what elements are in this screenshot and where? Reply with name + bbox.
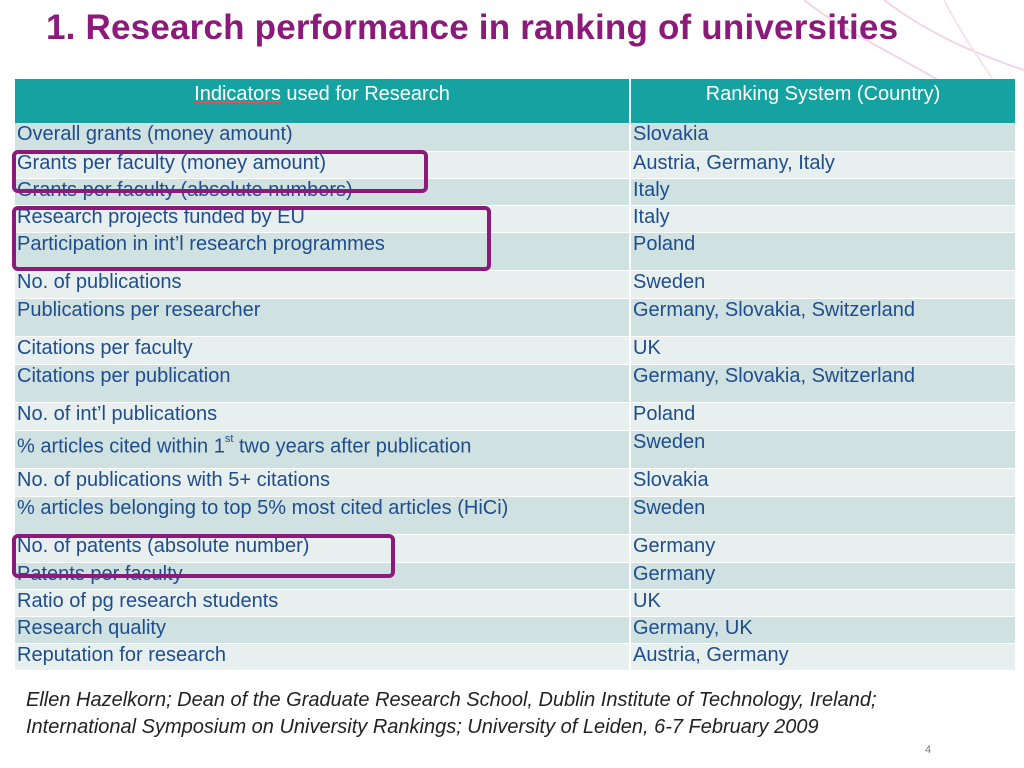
indicator-cell: Publications per researcher xyxy=(15,298,631,337)
indicator-cell: No. of int’l publications xyxy=(15,402,631,431)
country-cell: Poland xyxy=(630,402,1017,431)
country-cell: Germany, Slovakia, Switzerland xyxy=(630,298,1017,337)
indicator-cell: Research quality xyxy=(15,616,631,644)
table-row: Research quality Germany, UK xyxy=(15,616,1017,644)
table-row: Citations per faculty UK xyxy=(15,336,1017,365)
table-row: No. of patents (absolute number) Germany xyxy=(15,534,1017,563)
table-header-row: Indicators used for Research Ranking Sys… xyxy=(15,79,1017,123)
table-row: % articles cited within 1st two years af… xyxy=(15,430,1017,469)
country-cell: Italy xyxy=(630,205,1017,233)
country-cell: Germany xyxy=(630,534,1017,563)
indicator-cell: Patents per faculty xyxy=(15,562,631,590)
source-citation: Ellen Hazelkorn; Dean of the Graduate Re… xyxy=(26,689,877,738)
indicator-cell: No. of publications xyxy=(15,270,631,299)
table-row: Ratio of pg research students UK xyxy=(15,589,1017,617)
table-row: Citations per publication Germany, Slova… xyxy=(15,364,1017,403)
country-cell: Germany, UK xyxy=(630,616,1017,644)
indicator-cell: Citations per faculty xyxy=(15,336,631,365)
table-row: Publications per researcher Germany, Slo… xyxy=(15,298,1017,337)
country-cell: Germany, Slovakia, Switzerland xyxy=(630,364,1017,403)
country-cell: Poland xyxy=(630,232,1017,271)
table-row: Participation in int’l research programm… xyxy=(15,232,1017,271)
indicator-cell: Participation in int’l research programm… xyxy=(15,232,631,271)
indicator-text-post: two years after publication xyxy=(233,435,472,458)
country-cell: UK xyxy=(630,589,1017,617)
table-row: No. of int’l publications Poland xyxy=(15,402,1017,431)
table-row: Patents per faculty Germany xyxy=(15,562,1017,590)
indicator-superscript: st xyxy=(224,432,234,445)
indicator-cell: % articles cited within 1st two years af… xyxy=(15,430,631,469)
country-cell: Germany xyxy=(630,562,1017,590)
country-cell: Slovakia xyxy=(630,123,1017,152)
indicator-cell: Ratio of pg research students xyxy=(15,589,631,617)
research-indicators-table: Indicators used for Research Ranking Sys… xyxy=(15,79,1017,671)
header-indicators-underlined: Indicators xyxy=(194,83,281,105)
header-indicators: Indicators used for Research xyxy=(15,79,631,123)
slide-title: 1. Research performance in ranking of un… xyxy=(46,8,899,47)
indicator-cell: No. of publications with 5+ citations xyxy=(15,468,631,497)
country-cell: UK xyxy=(630,336,1017,365)
table-row: No. of publications Sweden xyxy=(15,270,1017,299)
table-row: No. of publications with 5+ citations Sl… xyxy=(15,468,1017,497)
indicator-cell: Citations per publication xyxy=(15,364,631,403)
country-cell: Austria, Germany xyxy=(630,643,1017,671)
table-row: Reputation for research Austria, Germany xyxy=(15,643,1017,671)
table-row: Grants per faculty (money amount) Austri… xyxy=(15,151,1017,179)
table-row: Grants per faculty (absolute numbers) It… xyxy=(15,178,1017,206)
page-number: 4 xyxy=(925,744,932,756)
indicator-cell: Overall grants (money amount) xyxy=(15,123,631,152)
indicator-cell: Reputation for research xyxy=(15,643,631,671)
indicator-cell: Research projects funded by EU xyxy=(15,205,631,233)
header-indicators-rest: used for Research xyxy=(280,83,450,105)
indicator-cell: No. of patents (absolute number) xyxy=(15,534,631,563)
country-cell: Sweden xyxy=(630,430,1017,469)
country-cell: Slovakia xyxy=(630,468,1017,497)
indicator-cell: Grants per faculty (absolute numbers) xyxy=(15,178,631,206)
country-cell: Sweden xyxy=(630,270,1017,299)
table-row: % articles belonging to top 5% most cite… xyxy=(15,496,1017,535)
country-cell: Italy xyxy=(630,178,1017,206)
indicator-cell: % articles belonging to top 5% most cite… xyxy=(15,496,631,535)
indicator-cell: Grants per faculty (money amount) xyxy=(15,151,631,179)
table-row: Research projects funded by EU Italy xyxy=(15,205,1017,233)
header-ranking-system: Ranking System (Country) xyxy=(630,79,1017,123)
table-row: Overall grants (money amount) Slovakia xyxy=(15,123,1017,152)
country-cell: Austria, Germany, Italy xyxy=(630,151,1017,179)
indicator-text-pre: % articles cited within 1 xyxy=(17,435,225,458)
country-cell: Sweden xyxy=(630,496,1017,535)
